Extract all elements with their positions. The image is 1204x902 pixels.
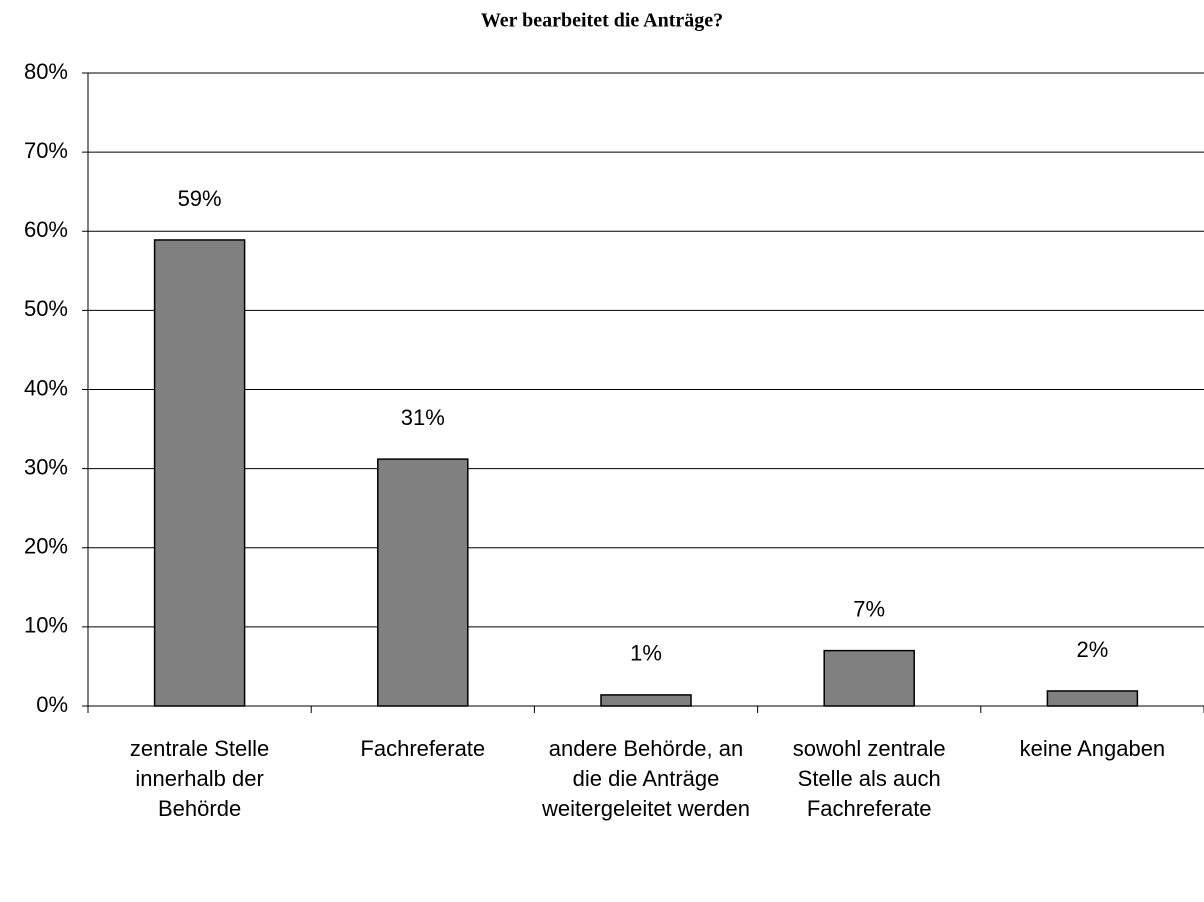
y-tick-label: 10% <box>24 613 68 638</box>
y-tick-label: 60% <box>24 217 68 242</box>
bar <box>600 694 692 707</box>
x-tick-label: zentrale Stelle innerhalb der Behörde <box>129 736 270 821</box>
y-tick-label: 70% <box>24 138 68 163</box>
bar <box>1046 690 1139 707</box>
y-tick-label: 20% <box>24 534 68 559</box>
x-tick-label: sowohl zentrale Stelle als auch Fachrefe… <box>792 736 946 821</box>
x-tick-label: keine Angaben <box>1019 736 1166 761</box>
value-label: 7% <box>853 596 885 621</box>
value-label: 2% <box>1077 637 1109 662</box>
value-label: 1% <box>630 641 662 666</box>
x-tick-label: Fachreferate <box>360 736 486 761</box>
value-label: 31% <box>401 405 445 430</box>
bar <box>153 239 246 707</box>
y-tick-label: 30% <box>24 454 68 479</box>
value-label: 59% <box>178 186 222 211</box>
y-tick-label: 50% <box>24 296 68 321</box>
y-tick-label: 0% <box>36 692 68 717</box>
bar <box>377 458 469 707</box>
y-tick-label: 40% <box>24 375 68 400</box>
x-tick-label: andere Behörde, an die die Anträge weite… <box>542 736 750 821</box>
y-tick-label: 80% <box>24 59 68 84</box>
bar <box>823 649 915 707</box>
chart-title: Wer bearbeitet die Anträge? <box>481 10 723 32</box>
